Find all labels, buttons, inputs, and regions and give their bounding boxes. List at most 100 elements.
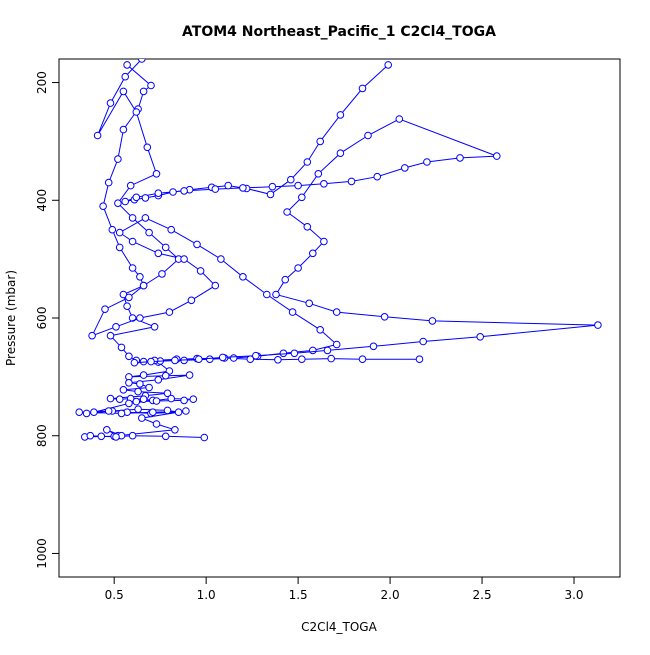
data-point [139,371,148,379]
data-point [287,175,295,184]
data-point [88,331,96,340]
data-point [401,164,409,172]
data-point [476,333,485,341]
data-point [161,432,170,441]
data-point [136,273,144,281]
data-point [147,81,155,90]
data-point [93,131,102,140]
data-point [180,187,188,195]
data-point [456,154,464,162]
data-point [336,149,345,157]
data-point [143,143,152,152]
data-point [419,337,428,346]
data-point [218,353,227,362]
data-point [139,281,148,290]
data-point [274,356,282,364]
data-point [364,131,372,140]
data-point [82,409,91,418]
data-point [138,59,146,63]
data-point [298,355,306,364]
data-point [145,228,153,237]
data-point [132,108,141,116]
data-point [200,433,209,442]
series-1 [75,61,209,442]
data-point [283,208,291,216]
data-point [268,182,277,191]
data-point [195,355,203,364]
data-point [380,313,389,321]
data-point [316,326,325,334]
data-point [239,273,247,281]
data-point [161,371,170,380]
x-axis: 0.5 1.0 1.5 2.0 2.5 3.0 [105,576,584,602]
data-point [128,264,137,272]
data-point [138,414,146,422]
data-point [288,308,297,316]
data-point [125,399,133,408]
data-point [108,225,117,234]
data-point [136,314,144,322]
series-3 [121,61,602,367]
data-point [112,323,120,331]
data-point [125,293,133,302]
data-point [106,394,115,403]
data-point [252,351,260,360]
data-point [112,433,120,441]
data-point [309,346,317,355]
y-axis: 200 400 600 800 1000 [35,71,60,569]
series-layer [75,59,602,442]
data-point [294,181,302,190]
data-point [126,181,135,190]
data-point [106,99,115,107]
data-point [97,432,106,441]
data-point [149,408,157,417]
data-point [193,240,201,249]
y-axis-label: Pressure (mbar) [4,270,18,366]
data-point [290,349,299,358]
data-point [384,61,393,69]
y-tick-label: 600 [35,307,49,330]
x-tick-label: 0.5 [105,588,124,602]
data-point [152,420,161,428]
data-point [239,184,247,192]
data-point [128,214,137,222]
data-point [165,308,174,316]
data-point [493,152,501,160]
y-tick-label: 200 [35,71,49,94]
data-point [369,342,378,351]
data-point [327,354,336,363]
data-point [305,299,314,308]
data-point [130,358,139,367]
data-point [358,84,367,93]
data-point [150,323,159,331]
data-point [163,406,172,415]
x-tick-label: 1.5 [289,588,308,602]
data-point [347,177,356,186]
data-point [211,185,220,193]
data-point [309,249,317,258]
data-point [211,281,220,290]
data-point [358,355,367,364]
y-tick-label: 1000 [35,538,49,569]
data-point [167,225,175,234]
data-point [119,125,128,134]
data-point [272,290,280,299]
data-point [117,409,126,418]
data-point [281,275,290,284]
data-point [75,408,83,417]
data-point [134,405,142,414]
data-point [171,356,179,365]
series-line [125,64,598,364]
data-point [224,181,232,190]
data-point [314,170,323,178]
data-point [167,394,175,403]
data-point [316,137,325,146]
data-point [423,158,431,166]
data-point [119,386,128,394]
data-point [139,87,148,96]
data-point [217,255,225,263]
data-point [171,426,179,434]
chart-title: ATOM4 Northeast_Pacific_1 C2Cl4_TOGA [182,24,496,40]
data-point [229,354,238,362]
data-point [395,115,404,123]
